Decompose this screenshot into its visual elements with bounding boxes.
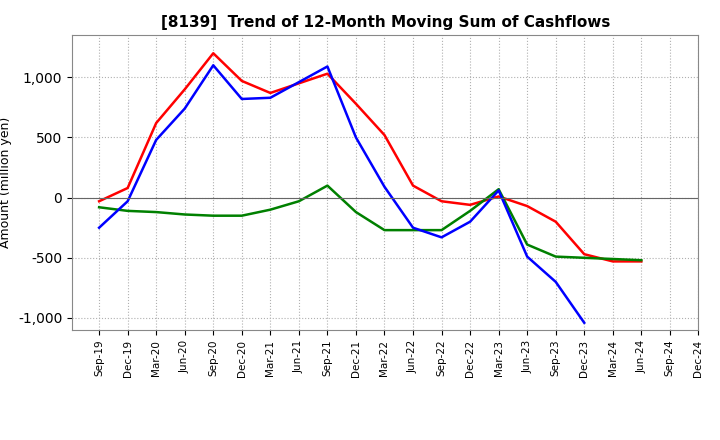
Investing Cashflow — [466, 208, 474, 213]
Free Cashflow — [351, 135, 360, 140]
Free Cashflow — [552, 279, 560, 285]
Free Cashflow — [266, 95, 274, 100]
Free Cashflow — [495, 188, 503, 193]
Free Cashflow — [123, 198, 132, 204]
Investing Cashflow — [266, 207, 274, 213]
Investing Cashflow — [181, 212, 189, 217]
Free Cashflow — [209, 62, 217, 68]
Free Cashflow — [437, 235, 446, 240]
Investing Cashflow — [152, 209, 161, 215]
Operating Cashflow — [351, 101, 360, 106]
Operating Cashflow — [466, 202, 474, 208]
Free Cashflow — [466, 219, 474, 224]
Line: Free Cashflow: Free Cashflow — [99, 65, 584, 323]
Investing Cashflow — [409, 227, 418, 233]
Investing Cashflow — [437, 227, 446, 233]
Investing Cashflow — [351, 209, 360, 215]
Title: [8139]  Trend of 12-Month Moving Sum of Cashflows: [8139] Trend of 12-Month Moving Sum of C… — [161, 15, 610, 30]
Operating Cashflow — [95, 198, 104, 204]
Free Cashflow — [580, 320, 588, 326]
Free Cashflow — [294, 80, 303, 85]
Operating Cashflow — [238, 78, 246, 84]
Free Cashflow — [409, 225, 418, 231]
Investing Cashflow — [495, 187, 503, 192]
Free Cashflow — [152, 137, 161, 143]
Investing Cashflow — [580, 255, 588, 260]
Free Cashflow — [380, 184, 389, 190]
Investing Cashflow — [637, 257, 646, 263]
Investing Cashflow — [323, 183, 332, 188]
Investing Cashflow — [608, 257, 617, 262]
Investing Cashflow — [294, 198, 303, 204]
Operating Cashflow — [209, 51, 217, 56]
Operating Cashflow — [409, 183, 418, 188]
Investing Cashflow — [380, 227, 389, 233]
Line: Investing Cashflow: Investing Cashflow — [99, 186, 642, 260]
Free Cashflow — [95, 225, 104, 231]
Line: Operating Cashflow: Operating Cashflow — [99, 53, 642, 261]
Operating Cashflow — [637, 259, 646, 264]
Operating Cashflow — [380, 132, 389, 138]
Operating Cashflow — [323, 71, 332, 77]
Investing Cashflow — [523, 242, 531, 247]
Operating Cashflow — [152, 121, 161, 126]
Free Cashflow — [181, 106, 189, 111]
Operating Cashflow — [181, 87, 189, 92]
Free Cashflow — [323, 64, 332, 69]
Free Cashflow — [238, 96, 246, 102]
Investing Cashflow — [95, 205, 104, 210]
Investing Cashflow — [123, 208, 132, 213]
Operating Cashflow — [266, 90, 274, 95]
Operating Cashflow — [580, 252, 588, 257]
Operating Cashflow — [495, 194, 503, 199]
Investing Cashflow — [552, 254, 560, 259]
Investing Cashflow — [238, 213, 246, 218]
Operating Cashflow — [523, 203, 531, 209]
Free Cashflow — [523, 254, 531, 259]
Operating Cashflow — [123, 185, 132, 191]
Operating Cashflow — [552, 219, 560, 224]
Operating Cashflow — [437, 198, 446, 204]
Operating Cashflow — [294, 81, 303, 86]
Operating Cashflow — [608, 259, 617, 264]
Investing Cashflow — [209, 213, 217, 218]
Y-axis label: Amount (million yen): Amount (million yen) — [0, 117, 12, 248]
